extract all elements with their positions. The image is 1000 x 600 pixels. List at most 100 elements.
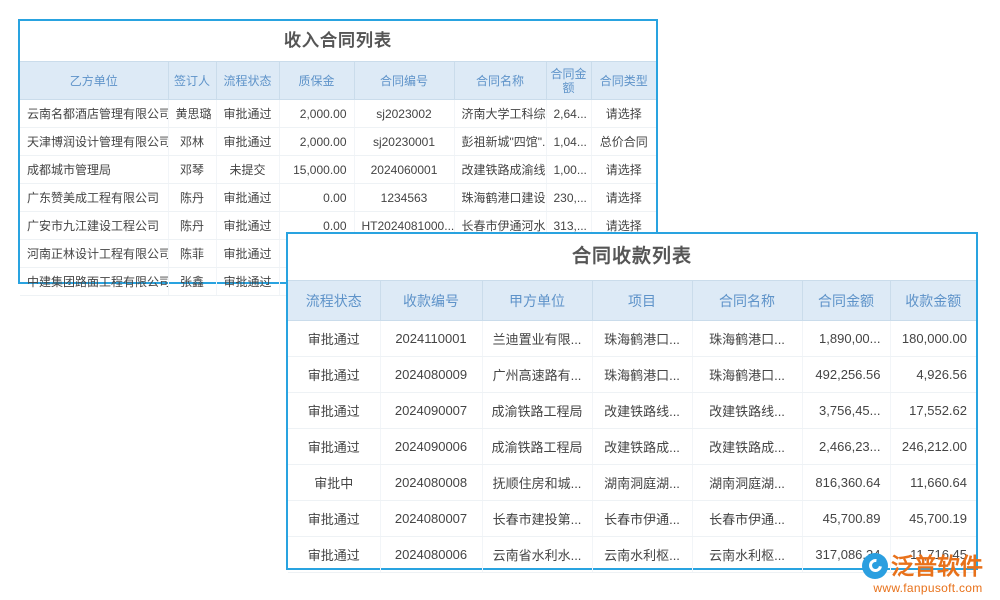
table-header-row: 乙方单位 签订人 流程状态 质保金 合同编号 合同名称 合同金额 合同类型 xyxy=(20,61,656,100)
cell-flow-status: 审批通过 xyxy=(288,320,381,357)
cell-contract-name[interactable]: 彭祖新城"四馆"... xyxy=(454,127,547,156)
cell-project[interactable]: 改建铁路线... xyxy=(592,392,693,429)
cell-receipt-code[interactable]: 2024080007 xyxy=(380,500,483,537)
column-header-contract-name[interactable]: 合同名称 xyxy=(454,61,547,100)
column-header-warranty-money[interactable]: 质保金 xyxy=(279,61,355,100)
cell-warranty-money: 0.00 xyxy=(279,183,355,212)
panel-title-income-contracts: 收入合同列表 xyxy=(284,31,392,50)
cell-contract-amount: 317,086.34 xyxy=(802,536,891,573)
table-row[interactable]: 成都城市管理局邓琴未提交15,000.002024060001改建铁路成渝线..… xyxy=(20,155,656,184)
cell-receipt-code[interactable]: 2024090007 xyxy=(380,392,483,429)
column-header-signer[interactable]: 签订人 xyxy=(168,61,217,100)
table-row[interactable]: 广东赞美成工程有限公司陈丹审批通过0.001234563珠海鹤港口建设...23… xyxy=(20,183,656,212)
table-row[interactable]: 审批中 2024080008 抚顺住房和城... 湖南洞庭湖... 湖南洞庭湖... 81… xyxy=(288,464,976,501)
cell-flow-status: 审批通过 xyxy=(216,99,280,128)
column-header-receipt-amount[interactable]: 收款金额 xyxy=(890,280,976,321)
column-header-flow-status[interactable]: 流程状态 xyxy=(288,280,381,321)
cell-receipt-code[interactable]: 2024080006 xyxy=(380,536,483,573)
column-header-receipt-code[interactable]: 收款编号 xyxy=(380,280,483,321)
table-row[interactable]: 审批通过 2024090007 成渝铁路工程局 改建铁路线... 改建铁路线... 3,7… xyxy=(288,392,976,429)
cell-flow-status: 审批通过 xyxy=(216,239,280,268)
cell-receipt-amount: 180,000.00 xyxy=(890,320,976,357)
cell-warranty-money: 2,000.00 xyxy=(279,127,355,156)
column-header-contract-name[interactable]: 合同名称 xyxy=(692,280,803,321)
cell-flow-status: 审批通过 xyxy=(216,127,280,156)
cell-signer[interactable]: 陈丹 xyxy=(168,211,217,240)
cell-contract-amount: 230,... xyxy=(546,183,592,212)
cell-project[interactable]: 长春市伊通... xyxy=(592,500,693,537)
cell-contract-code[interactable]: 1234563 xyxy=(354,183,455,212)
cell-project[interactable]: 珠海鹤港口... xyxy=(592,356,693,393)
table-row[interactable]: 审批通过 2024080007 长春市建投第... 长春市伊通... 长春市伊通... 4… xyxy=(288,500,976,537)
cell-signer[interactable]: 邓琴 xyxy=(168,155,217,184)
column-header-contract-code[interactable]: 合同编号 xyxy=(354,61,455,100)
cell-contract-name[interactable]: 珠海鹤港口... xyxy=(692,356,803,393)
column-header-contract-amount[interactable]: 合同金额 xyxy=(802,280,891,321)
cell-party-a: 广州高速路有... xyxy=(482,356,593,393)
cell-contract-name[interactable]: 珠海鹤港口建设... xyxy=(454,183,547,212)
contract-receipt-list-panel: 合同收款列表 流程状态 收款编号 甲方单位 项目 合同名称 合同金额 收款金额 … xyxy=(286,232,978,573)
cell-party-b[interactable]: 河南正林设计工程有限公司 xyxy=(20,239,169,268)
cell-contract-amount: 2,466,23... xyxy=(802,428,891,465)
cell-contract-code[interactable]: sj2023002 xyxy=(354,99,455,128)
cell-party-a: 成渝铁路工程局 xyxy=(482,392,593,429)
cell-contract-type: 请选择 xyxy=(591,155,656,184)
cell-flow-status: 未提交 xyxy=(216,155,280,184)
column-header-contract-type[interactable]: 合同类型 xyxy=(591,61,656,100)
table-row[interactable]: 审批通过 2024080009 广州高速路有... 珠海鹤港口... 珠海鹤港口... 4… xyxy=(288,356,976,393)
cell-project[interactable]: 云南水利枢... xyxy=(592,536,693,573)
cell-party-a: 长春市建投第... xyxy=(482,500,593,537)
cell-party-b[interactable]: 成都城市管理局 xyxy=(20,155,169,184)
cell-receipt-amount: 246,212.00 xyxy=(890,428,976,465)
cell-contract-name[interactable]: 云南水利枢... xyxy=(692,536,803,573)
column-header-flow-status[interactable]: 流程状态 xyxy=(216,61,280,100)
cell-contract-name[interactable]: 长春市伊通... xyxy=(692,500,803,537)
cell-contract-amount: 492,256.56 xyxy=(802,356,891,393)
cell-party-b[interactable]: 天津博润设计管理有限公司 xyxy=(20,127,169,156)
cell-contract-code[interactable]: sj20230001 xyxy=(354,127,455,156)
cell-contract-type: 总价合同 xyxy=(591,127,656,156)
cell-receipt-amount: 4,926.56 xyxy=(890,356,976,393)
cell-signer[interactable]: 陈菲 xyxy=(168,239,217,268)
cell-signer[interactable]: 黄思璐 xyxy=(168,99,217,128)
table-row[interactable]: 云南名都酒店管理有限公司 黄思璐 审批通过 2,000.00 sj2023002 济南大学… xyxy=(20,99,656,128)
cell-contract-name[interactable]: 珠海鹤港口... xyxy=(692,320,803,357)
cell-signer[interactable]: 邓林 xyxy=(168,127,217,156)
cell-contract-amount: 3,756,45... xyxy=(802,392,891,429)
panel-title-contract-receipts: 合同收款列表 xyxy=(571,246,692,267)
cell-flow-status: 审批中 xyxy=(288,464,381,501)
cell-receipt-code[interactable]: 2024080009 xyxy=(380,356,483,393)
cell-party-b[interactable]: 广安市九江建设工程公司 xyxy=(20,211,169,240)
income-contract-list-panel: 收入合同列表 乙方单位 签订人 流程状态 质保金 合同编号 合同名称 合同金额 … xyxy=(18,19,658,296)
cell-contract-name[interactable]: 济南大学工科综... xyxy=(454,99,547,128)
table-row[interactable]: 审批通过 2024080006 云南省水利水... 云南水利枢... 云南水利枢... 3… xyxy=(288,536,976,573)
cell-contract-amount: 2,64... xyxy=(546,99,592,128)
cell-contract-name[interactable]: 改建铁路成... xyxy=(692,428,803,465)
column-header-project[interactable]: 项目 xyxy=(592,280,693,321)
column-header-party-b[interactable]: 乙方单位 xyxy=(20,61,169,100)
table-row[interactable]: 天津博润设计管理有限公司 邓林 审批通过 2,000.00 sj20230001 彭祖新城… xyxy=(20,127,656,156)
cell-warranty-money: 2,000.00 xyxy=(279,99,355,128)
cell-receipt-code[interactable]: 2024080008 xyxy=(380,464,483,501)
cell-project[interactable]: 湖南洞庭湖... xyxy=(592,464,693,501)
cell-receipt-code[interactable]: 2024090006 xyxy=(380,428,483,465)
column-header-contract-amount[interactable]: 合同金额 xyxy=(546,61,592,100)
cell-receipt-code[interactable]: 2024110001 xyxy=(380,320,483,357)
cell-party-b[interactable]: 广东赞美成工程有限公司 xyxy=(20,183,169,212)
cell-party-b[interactable]: 中建集团路面工程有限公司 xyxy=(20,267,169,296)
watermark-url: www.fanpusoft.com xyxy=(873,581,983,595)
cell-contract-amount: 45,700.89 xyxy=(802,500,891,537)
contract-receipt-table: 流程状态 收款编号 甲方单位 项目 合同名称 合同金额 收款金额 审批通过 202… xyxy=(288,280,976,573)
column-header-party-a[interactable]: 甲方单位 xyxy=(482,280,593,321)
table-row[interactable]: 审批通过 2024090006 成渝铁路工程局 改建铁路成... 改建铁路成... 2,4… xyxy=(288,428,976,465)
table-row[interactable]: 审批通过 2024110001 兰迪置业有限... 珠海鹤港口... 珠海鹤港口... 1… xyxy=(288,320,976,357)
cell-party-b[interactable]: 云南名都酒店管理有限公司 xyxy=(20,99,169,128)
cell-signer[interactable]: 陈丹 xyxy=(168,183,217,212)
cell-project[interactable]: 珠海鹤港口... xyxy=(592,320,693,357)
cell-contract-name[interactable]: 湖南洞庭湖... xyxy=(692,464,803,501)
cell-contract-code[interactable]: 2024060001 xyxy=(354,155,455,184)
cell-contract-name[interactable]: 改建铁路成渝线... xyxy=(454,155,547,184)
cell-project[interactable]: 改建铁路成... xyxy=(592,428,693,465)
cell-signer[interactable]: 张鑫 xyxy=(168,267,217,296)
cell-contract-name[interactable]: 改建铁路线... xyxy=(692,392,803,429)
